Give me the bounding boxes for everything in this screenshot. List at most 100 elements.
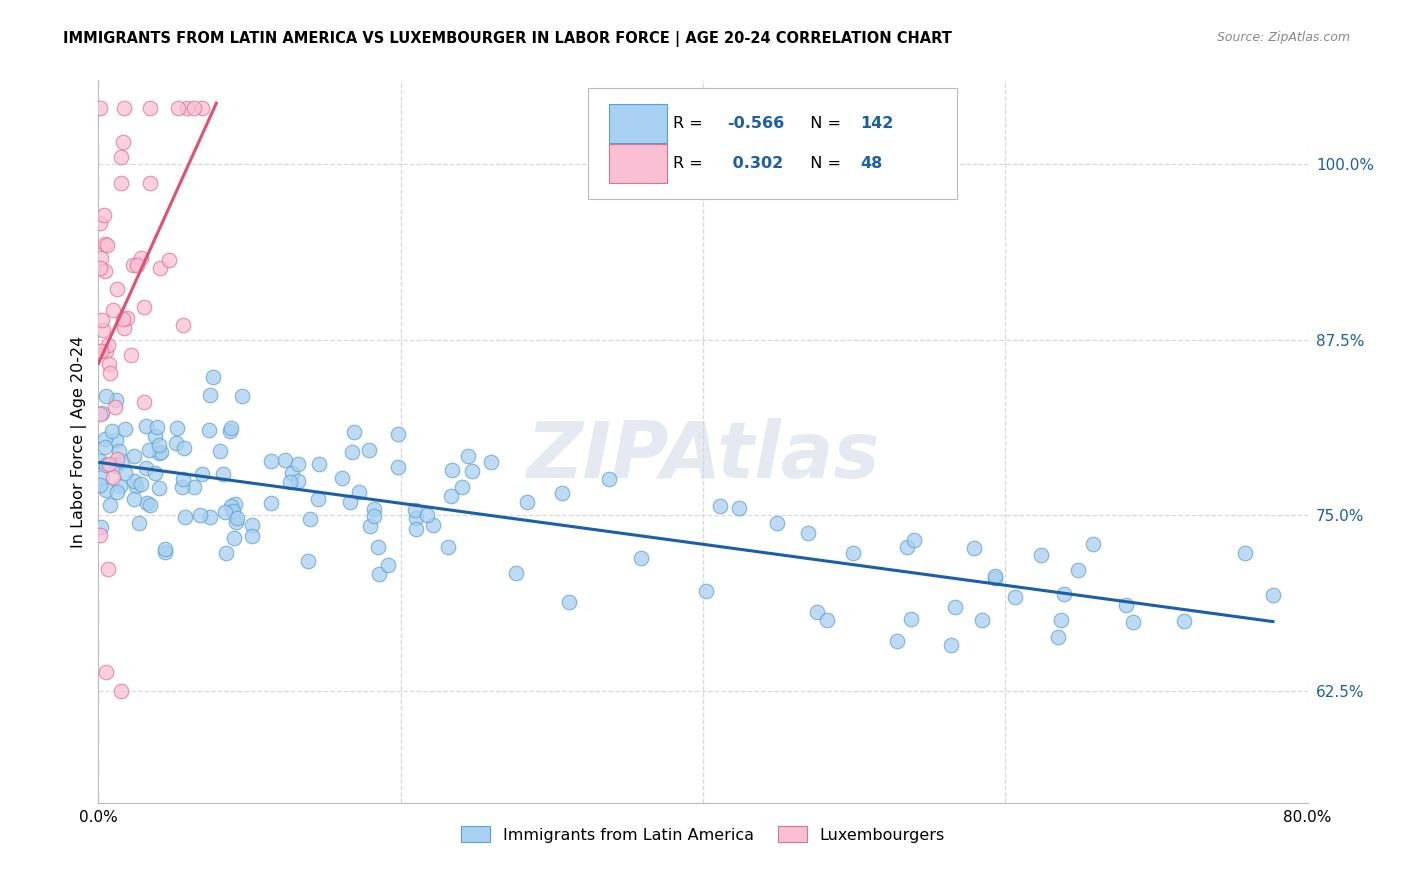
Point — [983, 569, 1005, 583]
Point — [440, 489, 463, 503]
Point — [551, 485, 574, 500]
Point — [93, 208, 115, 222]
Point — [89, 528, 111, 542]
Point — [221, 504, 243, 518]
Point — [214, 505, 236, 519]
Point — [112, 101, 135, 115]
Point — [221, 499, 243, 513]
Point — [212, 467, 235, 482]
Point — [797, 525, 820, 540]
Point — [903, 533, 925, 548]
Point — [387, 460, 409, 475]
FancyBboxPatch shape — [588, 87, 957, 200]
Point — [260, 495, 283, 509]
Point — [94, 483, 117, 497]
Point — [363, 501, 385, 516]
Point — [105, 282, 128, 296]
Point — [173, 441, 195, 455]
Point — [148, 481, 170, 495]
Point — [183, 101, 205, 115]
Point — [440, 463, 463, 477]
Point — [479, 455, 502, 469]
Point — [98, 499, 121, 513]
Point — [215, 547, 238, 561]
Point — [191, 101, 214, 115]
Point — [172, 471, 194, 485]
Point — [191, 467, 214, 481]
Point — [129, 251, 152, 265]
Point — [112, 136, 135, 150]
Point — [90, 520, 112, 534]
FancyBboxPatch shape — [609, 144, 666, 183]
Point — [202, 370, 225, 384]
Point — [90, 406, 112, 420]
Point — [93, 440, 115, 454]
Point — [97, 338, 120, 352]
Point — [1173, 614, 1195, 628]
Point — [94, 264, 117, 278]
Point — [437, 540, 460, 554]
Text: N =: N = — [800, 156, 846, 171]
Text: 48: 48 — [860, 156, 883, 171]
Point — [105, 392, 128, 407]
Point — [112, 321, 135, 335]
Point — [1234, 546, 1257, 560]
Point — [260, 453, 283, 467]
Point — [404, 503, 426, 517]
Point — [98, 367, 121, 381]
Point — [280, 475, 302, 489]
Point — [111, 312, 134, 326]
Point — [115, 311, 138, 326]
Point — [143, 429, 166, 443]
Point — [198, 423, 221, 437]
Point — [1053, 587, 1076, 601]
Point — [107, 444, 129, 458]
Point — [308, 458, 330, 472]
Point — [630, 551, 652, 566]
Point — [89, 407, 111, 421]
Point — [97, 357, 120, 371]
Point — [941, 638, 963, 652]
Point — [149, 260, 172, 275]
Point — [363, 508, 385, 523]
Point — [148, 438, 170, 452]
Point — [1029, 548, 1052, 562]
Legend: Immigrants from Latin America, Luxembourgers: Immigrants from Latin America, Luxembour… — [456, 820, 950, 849]
Point — [146, 419, 169, 434]
Point — [405, 511, 427, 525]
Point — [970, 613, 993, 627]
Point — [90, 251, 112, 265]
Point — [105, 433, 128, 447]
Point — [90, 343, 112, 358]
Point — [110, 177, 132, 191]
Point — [165, 436, 187, 450]
Point — [139, 177, 162, 191]
Point — [110, 683, 132, 698]
FancyBboxPatch shape — [609, 104, 666, 143]
Point — [343, 425, 366, 440]
Point — [287, 457, 309, 471]
Point — [170, 480, 193, 494]
Point — [174, 510, 197, 524]
Point — [219, 420, 242, 434]
Point — [89, 101, 111, 115]
Point — [359, 519, 381, 533]
Point — [307, 492, 329, 507]
Point — [101, 470, 124, 484]
Point — [1122, 615, 1144, 629]
Point — [226, 510, 249, 524]
Point — [1067, 563, 1090, 577]
Point — [98, 457, 121, 471]
Point — [200, 510, 222, 524]
Point — [138, 101, 160, 115]
Point — [886, 633, 908, 648]
Point — [110, 150, 132, 164]
Point — [157, 253, 180, 268]
Point — [806, 605, 828, 619]
Point — [89, 217, 111, 231]
Point — [1049, 613, 1071, 627]
Point — [97, 562, 120, 576]
Point — [96, 237, 118, 252]
Point — [274, 452, 297, 467]
Point — [110, 478, 132, 492]
